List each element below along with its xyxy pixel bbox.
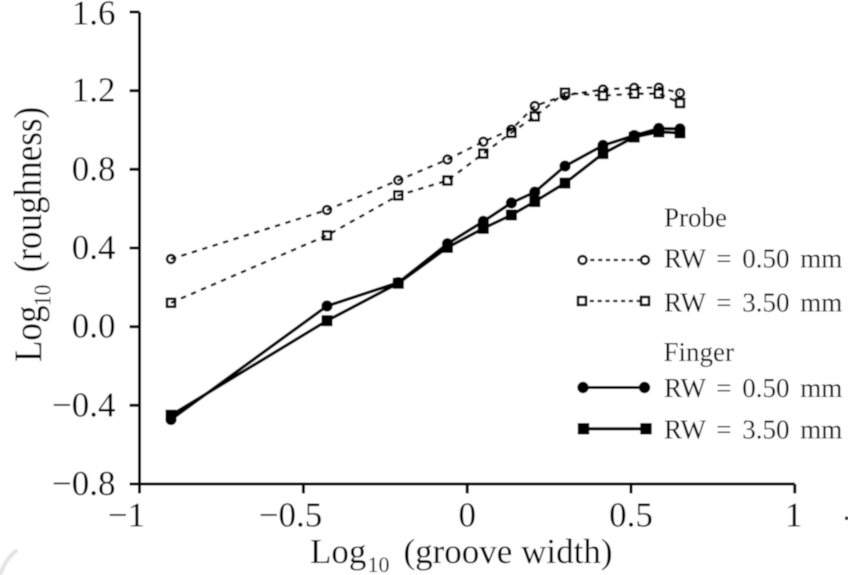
svg-text:−0.5: −0.5 xyxy=(259,496,323,535)
svg-text:0.8: 0.8 xyxy=(72,149,116,188)
svg-text:1.6: 1.6 xyxy=(72,0,116,33)
svg-text:RW = 0.50 mm: RW = 0.50 mm xyxy=(664,244,842,274)
svg-text:0: 0 xyxy=(458,496,476,535)
svg-text:−0.8: −0.8 xyxy=(52,464,116,503)
svg-text:0.0: 0.0 xyxy=(72,307,116,346)
svg-text:10: 10 xyxy=(29,285,55,307)
svg-text:Log: Log xyxy=(7,305,50,362)
svg-text:1.2: 1.2 xyxy=(72,71,116,110)
svg-text:−1: −1 xyxy=(108,496,145,535)
svg-text:(groove width): (groove width) xyxy=(404,532,613,571)
svg-text:RW = 3.50 mm: RW = 3.50 mm xyxy=(664,415,842,445)
svg-text:1: 1 xyxy=(785,496,803,535)
svg-text:RW = 3.50 mm: RW = 3.50 mm xyxy=(664,288,842,318)
svg-text:−0.4: −0.4 xyxy=(52,385,116,424)
svg-text:Finger: Finger xyxy=(664,337,735,367)
svg-text:10: 10 xyxy=(368,552,390,575)
svg-text:RW = 0.50 mm: RW = 0.50 mm xyxy=(664,373,842,403)
svg-text:Log: Log xyxy=(310,532,366,571)
svg-text:(roughness): (roughness) xyxy=(7,107,50,273)
svg-text:Probe: Probe xyxy=(664,203,727,233)
svg-text:0.4: 0.4 xyxy=(72,228,116,267)
svg-text:0.5: 0.5 xyxy=(609,496,653,535)
